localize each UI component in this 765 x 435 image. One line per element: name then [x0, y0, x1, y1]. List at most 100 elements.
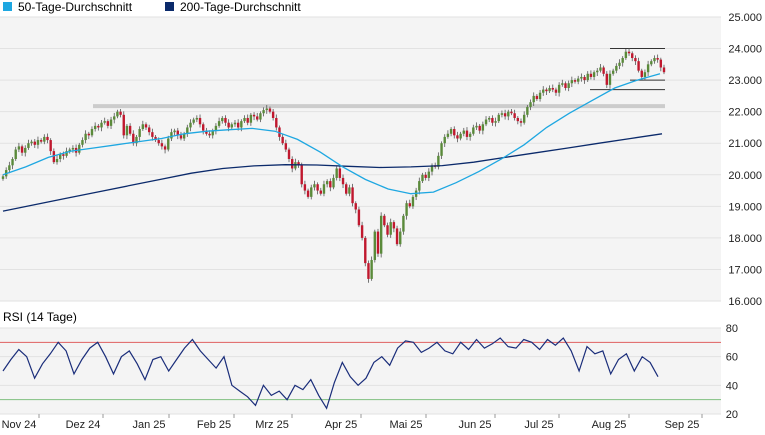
candle-down — [656, 58, 659, 60]
candle-up — [173, 130, 176, 133]
price-y-tick-label: 16.000 — [728, 296, 762, 308]
x-tick-label: Jul 25 — [524, 419, 553, 430]
candle-down — [408, 203, 411, 207]
candle-up — [65, 151, 68, 156]
candle-up — [182, 133, 186, 139]
candle-up — [399, 231, 402, 245]
candle-down — [551, 88, 554, 90]
candle-down — [119, 111, 122, 115]
candle-up — [449, 129, 453, 134]
candle-down — [424, 174, 427, 178]
candle-up — [138, 129, 141, 137]
candle-down — [160, 143, 164, 147]
candle-up — [322, 184, 326, 194]
candle-down — [640, 70, 643, 77]
candle-down — [49, 140, 52, 152]
candle-down — [510, 111, 513, 114]
candle-down — [319, 190, 322, 194]
candle-up — [214, 125, 218, 131]
candle-down — [516, 117, 520, 122]
candle-down — [62, 154, 65, 156]
candle-down — [491, 117, 494, 123]
candle-down — [275, 117, 278, 128]
candle-down — [205, 130, 208, 134]
candle-up — [103, 121, 106, 123]
x-tick-label: Apr 25 — [325, 419, 357, 430]
candle-up — [576, 78, 580, 82]
candle-up — [646, 64, 650, 73]
candle-up — [211, 130, 214, 136]
candle-down — [631, 53, 634, 59]
legend-ma200-swatch — [165, 2, 174, 11]
candle-up — [109, 119, 113, 126]
candle-down — [503, 113, 507, 117]
candle-down — [39, 140, 43, 142]
candle-down — [281, 136, 284, 144]
candle-down — [287, 149, 291, 159]
candle-up — [379, 215, 383, 254]
candle-up — [335, 168, 338, 178]
candle-up — [608, 73, 612, 85]
x-axis-ticks: Nov 24 Dez 24 Jan 25 Feb 25 Mrz 25 Apr 25 Mai … — [2, 414, 703, 431]
legend-ma50-label: 50-Tage-Durchschnitt — [18, 0, 133, 14]
candle-up — [459, 133, 462, 139]
candle-up — [507, 111, 510, 117]
candle-down — [360, 225, 364, 238]
candle-down — [659, 59, 663, 68]
candle-up — [592, 72, 596, 77]
candle-up — [500, 113, 504, 115]
candle-down — [345, 184, 348, 194]
candle-down — [545, 89, 548, 92]
candle-up — [27, 143, 30, 148]
candle-down — [151, 132, 154, 137]
candle-up — [189, 122, 192, 128]
candle-up — [650, 61, 653, 65]
candle-down — [236, 122, 240, 128]
candle-up — [78, 144, 81, 153]
candle-up — [542, 89, 545, 93]
candle-down — [376, 231, 380, 254]
candle-up — [624, 51, 628, 59]
candle-down — [224, 117, 227, 123]
price-y-tick-label: 17.000 — [728, 264, 762, 276]
candle-up — [611, 70, 615, 74]
x-tick-label: Jun 25 — [458, 419, 491, 430]
candle-up — [265, 108, 268, 111]
candle-down — [637, 61, 640, 71]
candle-down — [351, 187, 354, 204]
candle-up — [529, 102, 532, 107]
candle-up — [125, 125, 129, 136]
candle-up — [497, 114, 500, 122]
candle-up — [68, 149, 71, 152]
candle-down — [583, 76, 586, 81]
candle-up — [370, 259, 373, 279]
candle-down — [284, 143, 288, 150]
candle-up — [526, 106, 529, 115]
candle-up — [443, 136, 446, 144]
candle-down — [513, 113, 516, 118]
candle-down — [198, 117, 202, 125]
candle-up — [233, 122, 237, 125]
candle-down — [46, 136, 49, 141]
candle-up — [217, 121, 221, 126]
candle-up — [418, 181, 421, 191]
candle-up — [430, 165, 434, 172]
candle-up — [421, 174, 424, 182]
candle-down — [132, 133, 135, 144]
candle-up — [192, 119, 195, 123]
candle-down — [602, 67, 605, 74]
candle-down — [227, 122, 230, 128]
candle-down — [106, 121, 110, 126]
candle-up — [24, 147, 27, 153]
candle-down — [268, 108, 272, 112]
candle-up — [141, 124, 145, 130]
candle-up — [259, 113, 262, 120]
candle-up — [548, 88, 551, 92]
candle-up — [249, 114, 253, 123]
candle-up — [243, 117, 246, 122]
x-tick-label: Aug 25 — [592, 419, 627, 430]
x-tick-label: Mai 25 — [389, 419, 422, 430]
candle-up — [348, 187, 351, 194]
candle-down — [465, 130, 469, 137]
